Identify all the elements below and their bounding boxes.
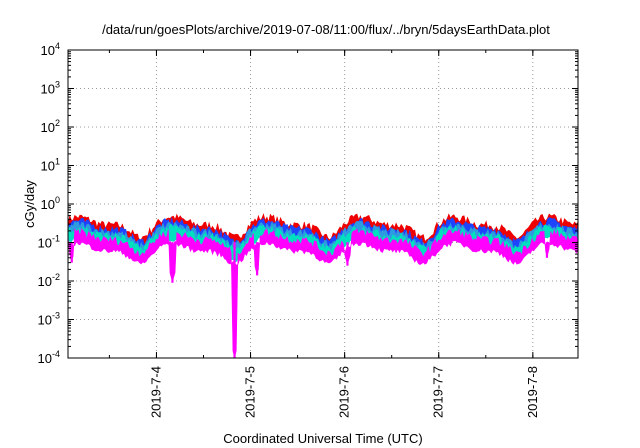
- chart-title: /data/run/goesPlots/archive/2019-07-08/1…: [102, 22, 550, 37]
- y-tick-label: 100: [41, 195, 60, 212]
- x-tick-label: 2019-7-5: [243, 366, 258, 418]
- series-group: [67, 213, 579, 358]
- x-tick-label: 2019-7-6: [337, 366, 352, 418]
- y-tick-label: 103: [41, 80, 60, 97]
- x-tick-label: 2019-7-4: [148, 366, 163, 418]
- y-tick-label: 102: [41, 118, 60, 135]
- x-axis-label: Coordinated Universal Time (UTC): [223, 431, 422, 446]
- y-tick-label: 10-2: [38, 272, 60, 289]
- y-axis-label: cGy/day: [22, 180, 37, 228]
- ticks: 10-4 10-3 10-2 10-1 100 101 102 103 104 2019-7-4 2…: [38, 41, 578, 418]
- y-tick-label: 10-3: [38, 311, 60, 328]
- y-tick-label: 101: [41, 157, 60, 174]
- y-tick-label: 10-1: [38, 234, 60, 251]
- y-tick-label: 10-4: [38, 349, 60, 366]
- x-tick-label: 2019-7-8: [525, 366, 540, 418]
- x-tick-label: 2019-7-7: [431, 366, 446, 418]
- y-tick-label: 104: [41, 41, 60, 58]
- grid: [68, 50, 578, 358]
